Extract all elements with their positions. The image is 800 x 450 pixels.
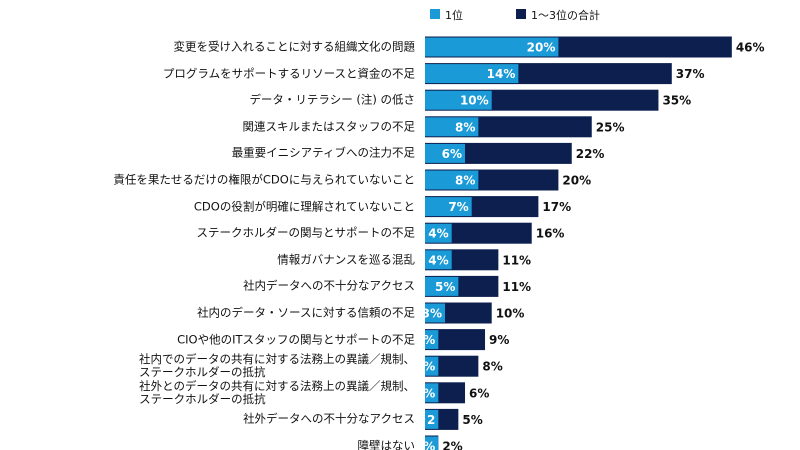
bar-first bbox=[425, 37, 559, 57]
category-label: 社内のデータ・ソースに対する信頼の不足 bbox=[197, 305, 415, 320]
first-label: 14% bbox=[487, 67, 516, 81]
first-label: 10% bbox=[460, 94, 489, 108]
category-label: 関連スキルまたはスタッフの不足 bbox=[242, 119, 416, 134]
bar-first bbox=[425, 223, 452, 243]
first-label: 2% bbox=[415, 440, 435, 450]
total-label: 5% bbox=[462, 413, 482, 427]
total-label: 8% bbox=[482, 360, 502, 374]
legend-swatch bbox=[516, 9, 526, 19]
total-label: 20% bbox=[562, 174, 591, 188]
bar-first bbox=[425, 170, 479, 190]
bar-first bbox=[425, 143, 466, 163]
total-label: 10% bbox=[496, 307, 525, 321]
first-label: 8% bbox=[455, 174, 475, 188]
category-label: ステークホルダーの関与とサポートの不足 bbox=[196, 225, 416, 240]
total-label: 25% bbox=[596, 120, 625, 134]
category-label: 社外とのデータの共有に対する法務上の異議／規制、 ステークホルダーの抵抗 bbox=[139, 378, 415, 406]
legend-label: 1位 bbox=[445, 9, 463, 22]
total-label: 22% bbox=[576, 147, 605, 161]
first-label: 2% bbox=[415, 360, 435, 374]
total-label: 17% bbox=[542, 200, 571, 214]
bar-first bbox=[425, 409, 439, 429]
category-label: 責任を果たせるだけの権限がCDOに与えられていないこと bbox=[113, 172, 415, 187]
bar-first bbox=[425, 330, 439, 350]
bar-total bbox=[425, 329, 486, 351]
bar-first bbox=[425, 383, 439, 403]
category-label: 社内データへの不十分なアクセス bbox=[243, 278, 415, 293]
total-label: 11% bbox=[502, 280, 531, 294]
first-label: 6% bbox=[442, 147, 462, 161]
total-label: 6% bbox=[469, 386, 489, 400]
first-label: 7% bbox=[448, 200, 468, 214]
category-label: CDOの役割が明確に理解されていないこと bbox=[193, 199, 415, 214]
category-label: 社外データへの不十分なアクセス bbox=[243, 411, 415, 426]
total-label: 9% bbox=[489, 333, 509, 347]
category-label: CIOや他のITスタッフの関与とサポートの不足 bbox=[177, 332, 415, 347]
legend-swatch bbox=[430, 9, 440, 19]
first-label: 5% bbox=[435, 280, 455, 294]
first-label: 2% bbox=[415, 333, 435, 347]
first-label: 3% bbox=[422, 307, 442, 321]
total-label: 46% bbox=[736, 41, 765, 55]
total-label: 2% bbox=[442, 440, 462, 450]
bar-first bbox=[425, 436, 439, 450]
bar-first bbox=[425, 197, 472, 217]
first-label: 20% bbox=[527, 41, 556, 55]
bar-first bbox=[425, 64, 519, 84]
bar-first bbox=[425, 276, 459, 296]
first-label: 2 bbox=[427, 413, 435, 427]
first-label: 2% bbox=[415, 386, 435, 400]
category-label: 障壁はない bbox=[357, 438, 416, 450]
first-label: 4% bbox=[428, 227, 448, 241]
total-label: 11% bbox=[502, 253, 531, 267]
category-label: 変更を受け入れることに対する組織文化の問題 bbox=[173, 39, 416, 54]
category-label: 最重要イニシアティブへの注力不足 bbox=[231, 145, 415, 160]
first-label: 4% bbox=[428, 253, 448, 267]
bar-first bbox=[425, 356, 439, 376]
bar-first bbox=[425, 303, 446, 323]
category-label: プログラムをサポートするリソースと資金の不足 bbox=[162, 66, 415, 81]
total-label: 16% bbox=[536, 227, 565, 241]
bar-first bbox=[425, 250, 452, 270]
category-label: 情報ガバナンスを巡る混乱 bbox=[277, 252, 415, 267]
total-label: 35% bbox=[662, 94, 691, 108]
legend-label: 1〜3位の合計 bbox=[531, 9, 600, 22]
first-label: 8% bbox=[455, 120, 475, 134]
bar-first bbox=[425, 90, 492, 110]
category-label: データ・リテラシー (注) の低さ bbox=[249, 92, 415, 107]
category-label: 社内でのデータの共有に対する法務上の異議／規制、 ステークホルダーの抵抗 bbox=[139, 352, 415, 380]
total-label: 37% bbox=[676, 67, 705, 81]
bar-first bbox=[425, 117, 479, 137]
